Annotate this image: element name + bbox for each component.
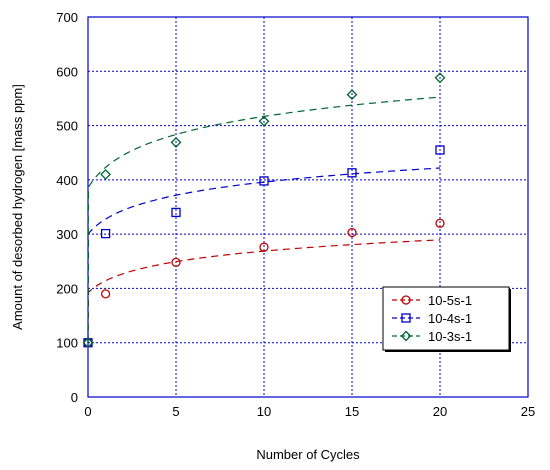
data-point-diamond <box>434 72 446 84</box>
y-tick-labels: 0 100 200 300 400 500 600 700 <box>56 10 78 405</box>
y-tick-label: 100 <box>56 336 78 351</box>
x-tick-label: 10 <box>257 404 271 419</box>
fit-curve-line <box>87 96 441 343</box>
legend-marker <box>400 330 412 342</box>
data-point-diamond <box>258 115 270 127</box>
x-tick-label: 25 <box>521 404 535 419</box>
x-tick-label: 20 <box>433 404 447 419</box>
fit-curve-line <box>87 239 441 343</box>
legend-marker <box>401 313 411 323</box>
data-points <box>82 72 446 349</box>
data-point-square <box>171 207 181 218</box>
y-tick-label: 700 <box>56 10 78 25</box>
fit-curve-line <box>87 167 441 343</box>
data-point-diamond <box>346 89 358 101</box>
x-axis-label: Number of Cycles <box>256 447 360 462</box>
data-point-circle <box>435 218 445 228</box>
data-point-square <box>259 176 269 186</box>
y-tick-label: 300 <box>56 227 78 242</box>
data-point-circle <box>100 289 111 299</box>
data-point-diamond <box>100 169 112 180</box>
y-tick-label: 0 <box>71 390 78 405</box>
x-tick-label: 15 <box>345 404 359 419</box>
legend-label: 10-5s-1 <box>428 293 472 308</box>
y-tick-label: 500 <box>56 119 78 134</box>
x-tick-label: 5 <box>172 404 179 419</box>
legend-items: 10-5s-1 10-4s-1 10-3s-1 <box>392 293 472 344</box>
legend-label: 10-3s-1 <box>428 329 472 344</box>
legend-shadow-bottom <box>385 350 511 352</box>
data-point-circle <box>259 242 269 252</box>
data-point-diamond <box>170 136 182 148</box>
data-point-square <box>100 228 111 239</box>
y-axis-label: Amount of desorbed hydrogen [mass ppm] <box>10 84 25 330</box>
legend-marker <box>401 295 411 305</box>
fit-curves <box>87 96 441 343</box>
legend-label: 10-4s-1 <box>428 311 472 326</box>
legend: 10-5s-1 10-4s-1 10-3s-1 <box>382 286 511 352</box>
legend-shadow-right <box>509 289 511 352</box>
y-tick-label: 400 <box>56 173 78 188</box>
data-point-circle <box>347 227 357 238</box>
x-tick-labels: 0 5 10 15 20 25 <box>84 404 535 419</box>
x-tick-label: 0 <box>84 404 91 419</box>
data-point-diamond <box>82 337 94 349</box>
y-tick-label: 600 <box>56 64 78 79</box>
data-point-square <box>435 145 445 155</box>
grid-lines <box>88 17 528 397</box>
data-point-square <box>347 168 357 178</box>
data-point-circle <box>171 257 181 268</box>
y-tick-label: 200 <box>56 281 78 296</box>
